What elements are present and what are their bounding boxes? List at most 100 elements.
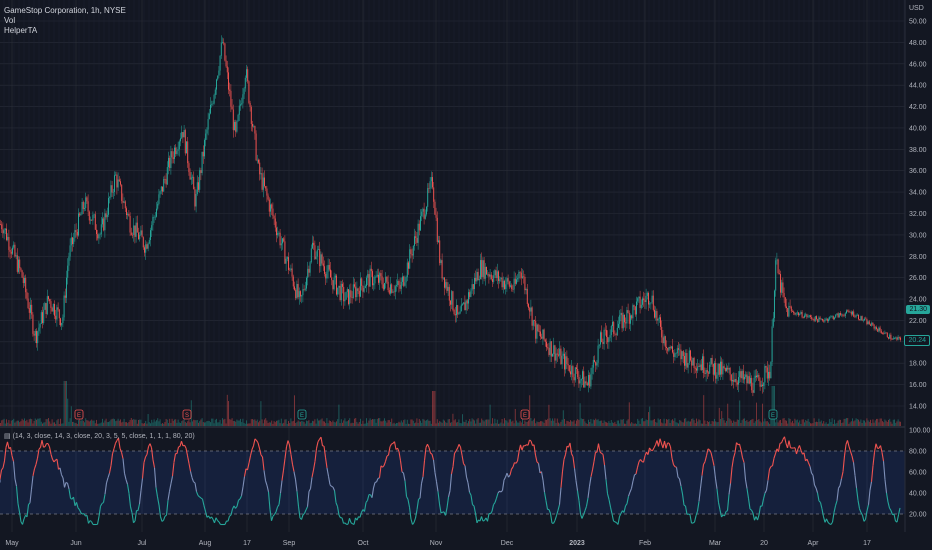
candle-body [565,356,567,370]
candle-body [673,352,675,357]
oscillator-segment [890,510,894,515]
candle-body [216,79,217,90]
volume-bar [898,421,900,426]
volume-bar [348,420,349,426]
candle-body [220,42,222,56]
price-label: 42.00 [909,104,927,111]
candle-body [700,364,702,370]
oscillator-segment [461,454,465,464]
candle-body [488,273,490,277]
volume-bar [609,423,611,426]
time-label: Apr [808,540,820,547]
oscillator-segment [732,452,736,459]
oscillator-segment [609,507,613,514]
candle-body [66,277,67,298]
candle-body [692,357,694,366]
volume-bar [840,419,841,426]
symbol-legend[interactable]: GameStop Corporation, 1h, NYSE Vol Helpe… [4,6,126,36]
oscillator-segment [486,513,490,522]
volume-bar [382,420,384,426]
oscillator-segment [689,514,693,524]
candle-body [342,283,343,287]
candle-body [302,289,304,296]
candle-body [400,281,402,289]
indicator-settings-icon[interactable]: ▤ [4,433,11,440]
candle-body [322,263,324,267]
vol-indicator-label[interactable]: Vol [4,16,16,25]
candle-body [126,208,127,216]
volume-bar [2,419,4,426]
volume-bar [896,421,898,426]
volume-bar [66,381,67,426]
volume-bar [106,422,108,426]
candle-body [597,345,599,363]
candle-body [864,318,865,321]
volume-bar [248,423,250,426]
candle-body [34,331,36,336]
candle-body [358,290,360,297]
volume-bar [601,420,603,426]
oscillator-segment [636,461,640,468]
oscillator-segment [435,481,439,492]
candle-body [530,307,532,312]
candle-body [388,290,390,294]
volume-bar [711,421,713,426]
oscillator-segment [473,505,477,514]
candle-body [67,265,69,278]
volume-bar [712,421,714,426]
volume-bar [720,418,721,426]
volume-bar [663,418,665,426]
volume-bar [585,423,587,426]
oscillator-segment [251,445,255,450]
volume-bar [201,418,203,426]
candle-body [841,314,843,316]
time-label: May [5,540,19,547]
volume-bar [871,423,873,426]
volume-bar [678,423,679,426]
volume-bar [157,418,159,426]
helperta-indicator-label[interactable]: HelperTA [4,26,38,35]
volume-bar [6,419,7,426]
candle-body [33,333,35,336]
oscillator-segment [430,452,433,455]
volume-bar [207,420,209,426]
oscillator-segment [558,487,562,505]
candle-body [492,279,493,282]
volume-bar [55,423,57,426]
volume-bar [238,420,240,426]
oscillator-segment [585,497,589,507]
volume-bar [824,423,826,426]
volume-bar [514,408,516,426]
candle-body [468,292,469,304]
oscillator-segment [201,498,205,506]
volume-bar [644,421,646,426]
volume-bar [532,419,534,426]
volume-bar [387,420,389,426]
time-axis[interactable]: May Jun Jul Aug 17 Sep Oct Nov Dec 2023 Feb Mar 20 Ap… [5,540,871,547]
volume-bar [639,423,641,426]
volume-bar [13,418,15,426]
candle-body [369,268,371,287]
volume-bar [34,418,36,426]
candle-body [799,314,801,316]
volume-bar [236,419,238,426]
oscillator-segment [444,507,448,516]
oscillator-segment [723,511,727,517]
candle-body [480,260,481,279]
oscillator-legend[interactable]: ▤ (14, 3, close, 14, 3, close, 20, 3, 5,… [4,432,195,440]
volume-bar [883,422,885,426]
symbol-title[interactable]: GameStop Corporation, 1h, NYSE [4,6,126,15]
price-axis[interactable]: USD50.0048.0046.0044.0042.0040.0038.0036… [909,5,927,411]
candle-body [546,341,547,348]
volume-bar [796,419,798,426]
volume-bar [284,419,286,426]
candle-body [63,295,65,318]
candle-body [541,336,543,339]
candle-body [14,244,16,257]
candle-body [271,204,273,209]
volume-bar [561,419,563,426]
volume-bar [662,423,664,426]
